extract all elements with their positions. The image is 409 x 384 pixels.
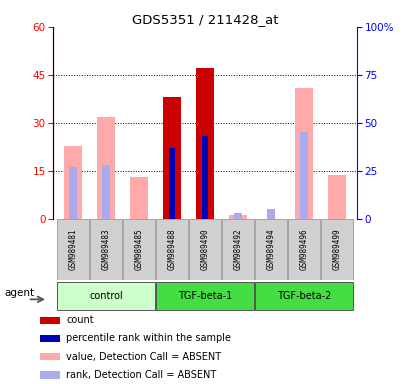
Bar xyxy=(299,132,307,219)
Bar xyxy=(254,282,352,310)
Text: GSM989490: GSM989490 xyxy=(200,229,209,270)
Bar xyxy=(69,167,77,219)
Bar xyxy=(130,177,148,219)
Bar xyxy=(156,282,253,310)
Bar xyxy=(40,335,61,342)
Text: percentile rank within the sample: percentile rank within the sample xyxy=(66,333,230,343)
Bar xyxy=(222,219,253,280)
Bar xyxy=(102,165,110,219)
Bar xyxy=(228,215,247,219)
Text: TGF-beta-2: TGF-beta-2 xyxy=(276,291,330,301)
Bar xyxy=(123,219,155,280)
Text: value, Detection Call = ABSENT: value, Detection Call = ABSENT xyxy=(66,352,220,362)
Title: GDS5351 / 211428_at: GDS5351 / 211428_at xyxy=(131,13,278,26)
Bar xyxy=(201,136,208,219)
Bar xyxy=(288,219,319,280)
Text: GSM989485: GSM989485 xyxy=(134,229,143,270)
Text: GSM989483: GSM989483 xyxy=(101,229,110,270)
Bar xyxy=(233,213,241,219)
Bar xyxy=(57,282,155,310)
Text: GSM989496: GSM989496 xyxy=(299,229,308,270)
Bar xyxy=(294,88,312,219)
Bar xyxy=(97,117,115,219)
Text: GSM989488: GSM989488 xyxy=(167,229,176,270)
Bar xyxy=(64,146,82,219)
Text: TGF-beta-1: TGF-beta-1 xyxy=(178,291,231,301)
Bar xyxy=(189,219,220,280)
Bar xyxy=(90,219,121,280)
Bar xyxy=(57,219,89,280)
Text: GSM989481: GSM989481 xyxy=(68,229,77,270)
Bar xyxy=(40,353,61,360)
Bar xyxy=(40,371,61,379)
Bar xyxy=(266,209,274,219)
Text: count: count xyxy=(66,315,93,325)
Bar xyxy=(169,148,175,219)
Bar xyxy=(162,97,181,219)
Bar xyxy=(254,219,286,280)
Text: GSM989494: GSM989494 xyxy=(266,229,275,270)
Bar xyxy=(320,219,352,280)
Text: GSM989492: GSM989492 xyxy=(233,229,242,270)
Text: agent: agent xyxy=(4,288,34,298)
Text: GSM989499: GSM989499 xyxy=(332,229,341,270)
Bar xyxy=(327,175,345,219)
Bar xyxy=(40,316,61,324)
Text: rank, Detection Call = ABSENT: rank, Detection Call = ABSENT xyxy=(66,370,216,380)
Text: control: control xyxy=(89,291,123,301)
Bar xyxy=(156,219,187,280)
Bar xyxy=(196,68,213,219)
